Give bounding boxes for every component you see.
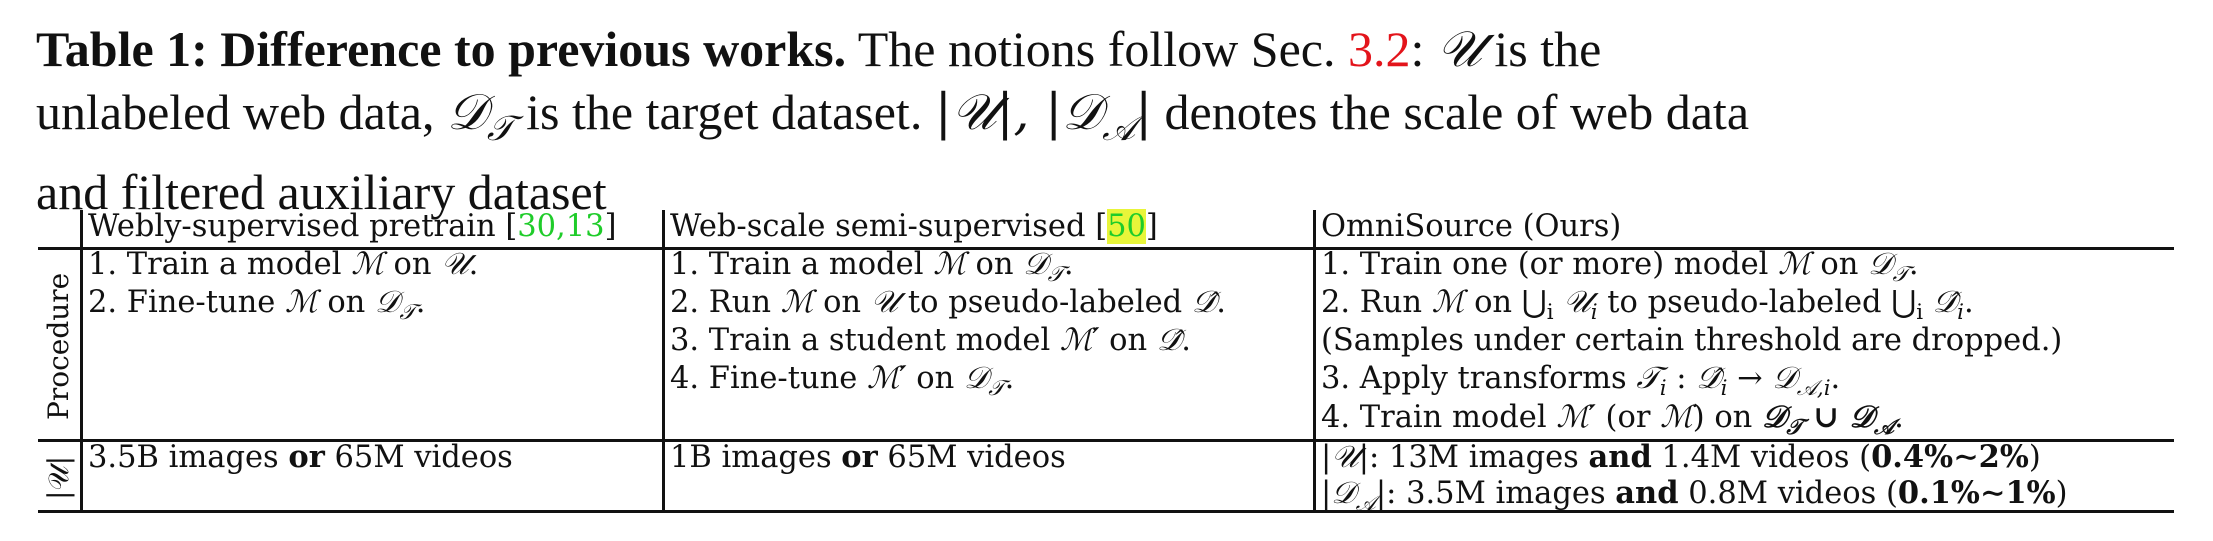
col1-step-2: 2. Fine-tune ℳ on 𝒟𝒯. <box>88 285 426 326</box>
caption-label: Table 1: Difference to previous works. <box>36 21 847 77</box>
col3-scale-aux: |𝒟𝒜|: 3.5M images and 0.8M videos (0.1%∼… <box>1321 475 2068 517</box>
col3-step-note: (Samples under certain threshold are dro… <box>1321 323 2063 358</box>
col2-step-1: 1. Train a model ℳ on 𝒟𝒯. <box>670 247 1074 288</box>
col3-step-3: 3. Apply transforms 𝒯i : 𝒟̂i → 𝒟𝒜,i. <box>1321 361 1841 402</box>
col3-scale-web: |𝒰|: 13M images and 1.4M videos (0.4%∼2%… <box>1321 439 2041 475</box>
row-label-scale: |𝒰| <box>42 455 75 500</box>
table-caption: Table 1: Difference to previous works. T… <box>36 20 1750 220</box>
header-omnisource: OmniSource (Ours) <box>1321 209 1622 244</box>
col2-step-3: 3. Train a student model ℳ′ on 𝒟̂. <box>670 323 1191 358</box>
col2-scale: 1B images or 65M videos <box>670 439 1066 475</box>
table-vline-2 <box>662 210 665 510</box>
col2-step-2: 2. Run ℳ on 𝒰 to pseudo-labeled 𝒟̂. <box>670 285 1226 320</box>
table-rule-bottom <box>38 510 2174 513</box>
table-rule-top <box>38 247 2174 250</box>
col1-scale: 3.5B images or 65M videos <box>88 439 513 475</box>
col3-step-4: 4. Train model ℳ′ (or ℳ) on 𝒟𝒯 ∪ 𝒟𝒜. <box>1321 399 1904 441</box>
col1-step-1: 1. Train a model ℳ on 𝒰. <box>88 247 479 282</box>
col3-step-1: 1. Train one (or more) model ℳ on 𝒟𝒯. <box>1321 247 1919 288</box>
ref-link-50[interactable]: 50 <box>1107 209 1146 244</box>
header-webly: Webly-supervised pretrain [30,13] <box>88 209 617 244</box>
col2-step-4: 4. Fine-tune ℳ′ on 𝒟𝒯. <box>670 361 1015 402</box>
col3-step-2: 2. Run ℳ on ⋃i 𝒰i to pseudo-labeled ⋃i 𝒟… <box>1321 285 1974 326</box>
header-semi: Web-scale semi-supervised [50] <box>670 209 1158 244</box>
ref-link-30-13[interactable]: 30,13 <box>517 209 605 244</box>
table-vline-3 <box>1313 210 1316 510</box>
table-vline-1 <box>80 210 83 510</box>
section-ref-link[interactable]: 3.2 <box>1347 21 1411 77</box>
table-rule-mid <box>38 439 2174 442</box>
row-label-procedure: Procedure <box>42 272 75 420</box>
